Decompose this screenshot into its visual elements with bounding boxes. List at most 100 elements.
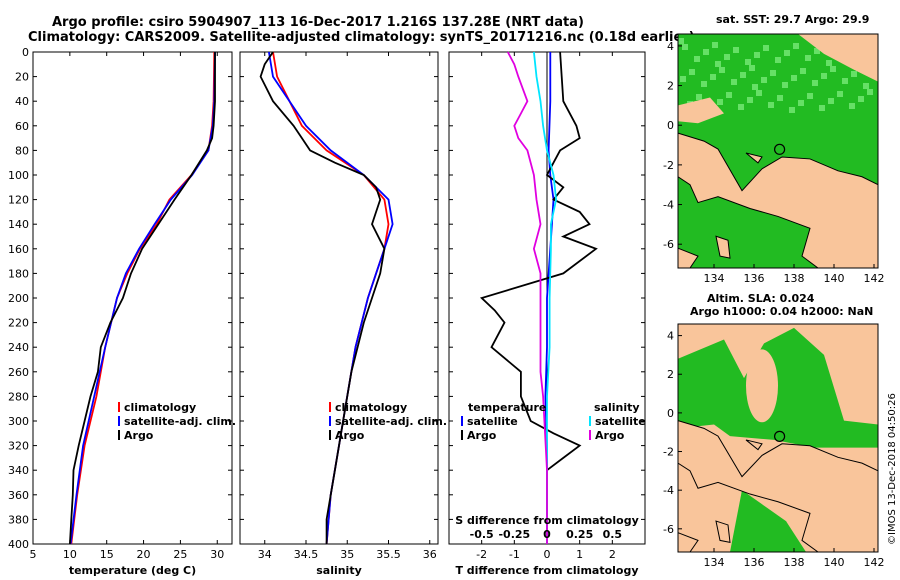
sst-cell [740,72,746,78]
sst-cell [858,96,864,102]
sst-cell [789,107,795,113]
sst-cell [798,100,804,106]
x-tick-label: 30 [210,548,224,561]
sst-cell [752,84,758,90]
x2-axis-label: S difference from climatology [455,514,639,527]
y-tick-label: 320 [8,440,29,453]
x2-tick-label: 0 [543,528,551,541]
legend-label: satellite [595,415,646,428]
y-tick-label: 20 [15,71,29,84]
sla-anomaly-region [746,349,778,423]
s-argo-line [507,51,548,544]
sst-cell [701,81,707,87]
x-tick-label: 136 [744,556,765,569]
y-tick-label: -2 [663,159,674,172]
sst-cell [731,79,737,85]
legend-label: Argo [124,429,154,442]
sst-masked-region [798,34,878,82]
legend-label: satellite [467,415,518,428]
y-tick-label: 4 [667,40,674,53]
sst-cell [812,80,818,86]
legend-label: satellite-adj. clim. [124,415,236,428]
x-tick-label: 35.5 [376,548,401,561]
y-tick-label: 220 [8,317,29,330]
y-tick-label: 0 [667,407,674,420]
sst-cell [814,48,820,54]
argo-position-marker [773,143,786,155]
x-tick-label: 2 [609,548,616,561]
y-tick-label: 360 [8,489,29,502]
title-line-2: Climatology: CARS2009. Satellite-adjuste… [28,30,695,45]
legend-label: climatology [124,401,196,414]
y-tick-label: -6 [663,523,674,536]
y-tick-label: 240 [8,341,29,354]
aru-islands [715,235,731,259]
y-tick-label: 2 [667,368,674,381]
x2-tick-label: 0.5 [603,528,623,541]
sst-cell [800,68,806,74]
x-tick-label: -2 [476,548,487,561]
y-tick-label: 160 [8,243,29,256]
sst-cell [719,67,725,73]
sst-cell [791,75,797,81]
sst-cell [837,91,843,97]
y-tick-label: -4 [663,484,674,497]
map-frame [677,33,879,269]
sst-cell [867,89,873,95]
sst-cell [828,98,834,104]
yapen-island [745,152,763,164]
t-argo-line [479,51,598,544]
sst-map-title: sat. SST: 29.7 Argo: 29.9 [716,13,869,26]
x-tick-label: 140 [824,272,845,285]
y-tick-label: 0 [22,46,29,59]
s-satellite-line [533,51,558,544]
sst-cell [689,69,695,75]
plot-frame [239,51,439,545]
x-axis-label: temperature (deg C) [69,564,196,577]
sst-masked-region [678,97,724,124]
y-tick-label: 280 [8,390,29,403]
sst-map-panel: 134 136 138 140 142 -6 -4 -2 0 2 4 [663,33,885,285]
y-tick-label: 0 [667,119,674,132]
y-tick-label: 80 [15,144,29,157]
sst-cell [745,59,751,65]
sst-cell [842,78,848,84]
yapen-island [745,439,763,451]
map-frame [677,323,879,553]
sst-cell [830,66,836,72]
y-tick-label: 200 [8,292,29,305]
sst-cell [763,45,769,51]
sst-cell [770,70,776,76]
legend-title-temperature: temperature [468,401,546,414]
x-tick-label: 25 [173,548,187,561]
x-tick-label: 138 [784,272,805,285]
legend-label: Argo [467,429,497,442]
sst-cell [738,104,744,110]
y-tick-label: -4 [663,199,674,212]
sst-cell [710,74,716,80]
imos-stamp: ©IMOS 13-Dec-2018 04:50:26 [887,393,898,545]
sst-cell [805,55,811,61]
sst-cell [678,38,684,44]
sst-cell [682,44,688,50]
x2-tick-label: -0.5 [470,528,494,541]
legend-label: Argo [335,429,365,442]
y-tick-label: 300 [8,415,29,428]
y-tick-label: -2 [663,446,674,459]
x2-tick-label: -0.25 [498,528,530,541]
argo-position-marker [773,430,786,442]
y-tick-label: 380 [8,513,29,526]
x-tick-label: 36 [423,548,437,561]
y-tick-label: 60 [15,120,29,133]
x-tick-label: 140 [824,556,845,569]
sst-cell [777,95,783,101]
x-axis-label: salinity [316,564,362,577]
title-line-1: Argo profile: csiro 5904907_113 16-Dec-2… [52,15,584,30]
y-tick-label: 2 [667,80,674,93]
legend-label: Argo [595,429,625,442]
satellite-adj-line [69,51,216,545]
sst-cell [694,56,700,62]
x-tick-label: 10 [63,548,77,561]
x-tick-label: 1 [576,548,583,561]
y-tick-label: 260 [8,366,29,379]
